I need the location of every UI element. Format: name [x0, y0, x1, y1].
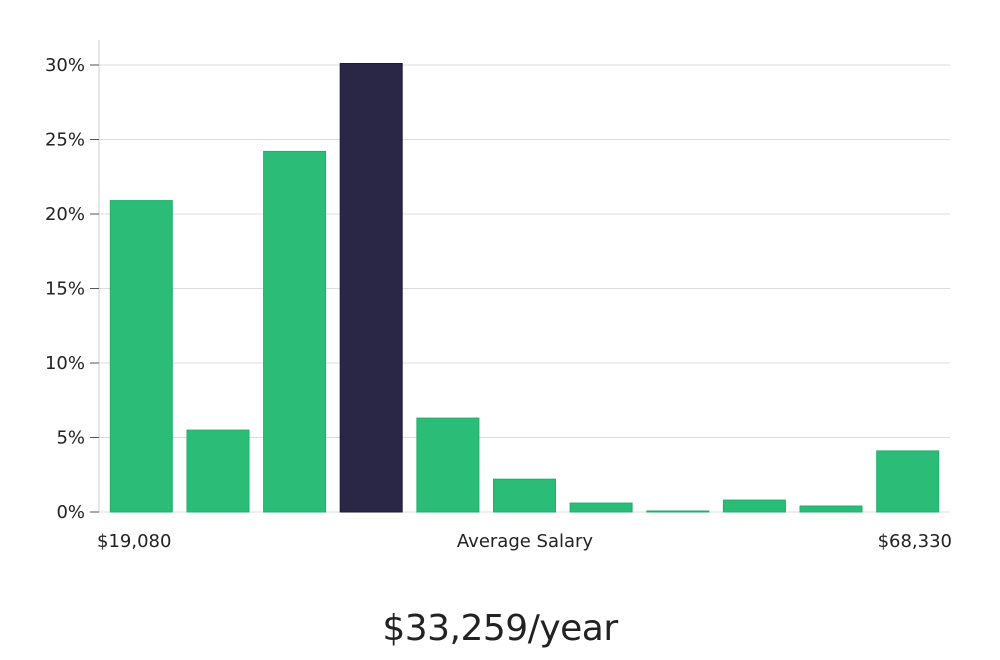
bars [109, 63, 940, 513]
bar [493, 478, 556, 513]
y-tick-label: 30% [45, 55, 85, 76]
y-tick-label: 15% [45, 279, 85, 300]
bar-highlighted [339, 63, 403, 513]
x-max-label: $68,330 [878, 531, 952, 552]
average-salary-value: $33,259/year [382, 608, 618, 649]
bar [876, 450, 940, 513]
y-tick-label: 5% [56, 428, 85, 449]
bar [569, 502, 633, 513]
y-tick-label: 10% [45, 353, 85, 374]
x-min-label: $19,080 [97, 531, 171, 552]
y-axis-ticks: 0% 5% 10% 15% 20% 25% 30% [45, 55, 99, 523]
bar [799, 505, 863, 513]
y-tick-label: 20% [45, 204, 85, 225]
salary-histogram: 0% 5% 10% 15% 20% 25% 30% $19,080 Average Sala… [45, 40, 952, 552]
y-tick-label: 25% [45, 130, 85, 151]
x-axis-title: Average Salary [457, 531, 594, 552]
bar [186, 429, 250, 513]
bar [646, 510, 710, 513]
y-tick-label: 0% [56, 502, 85, 523]
bar [722, 499, 786, 513]
bar [263, 150, 327, 513]
bar [109, 200, 173, 513]
bar [416, 417, 480, 513]
